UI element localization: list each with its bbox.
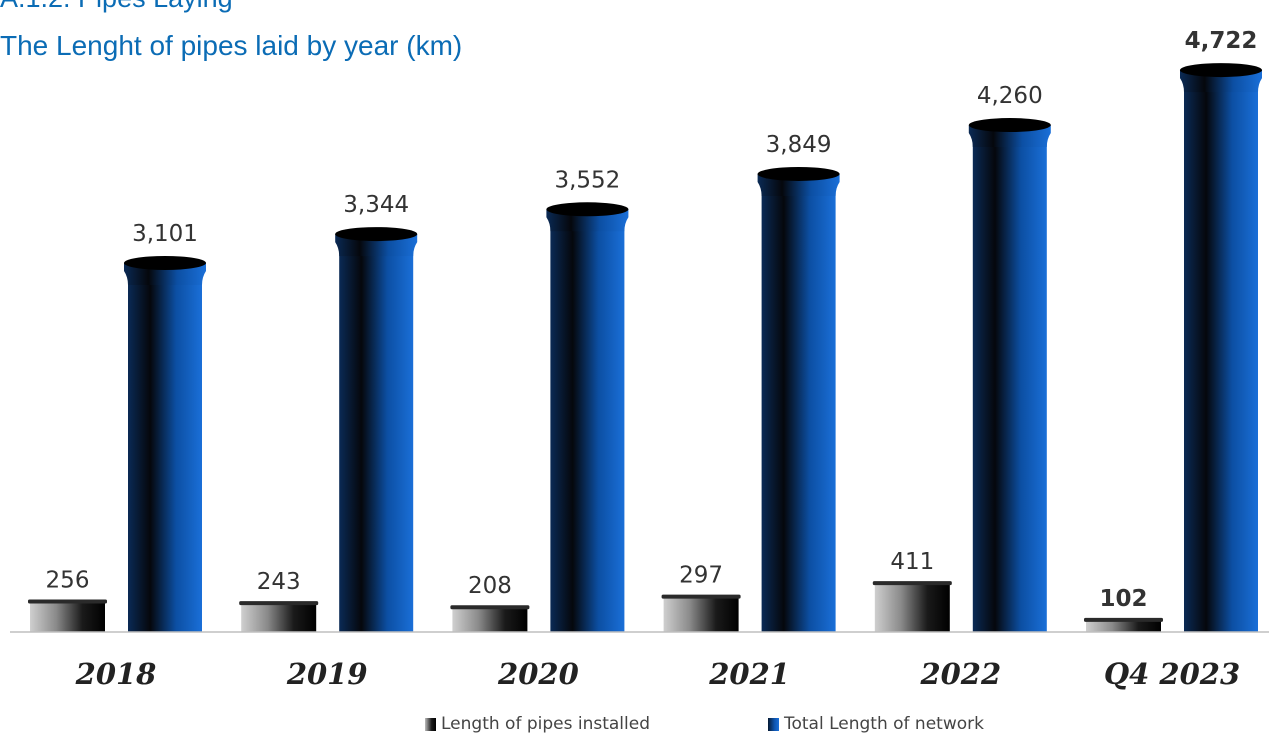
- bar-total-cap: [124, 255, 206, 270]
- category-label-2021: 2021: [708, 657, 790, 691]
- value-label-total: 3,101: [132, 221, 198, 247]
- category-label-2020: 2020: [497, 657, 579, 691]
- value-label-installed: 256: [46, 568, 90, 594]
- bar-installed-q4-2023: [1086, 619, 1161, 632]
- value-label-total: 3,552: [554, 167, 620, 193]
- bar-total-cap: [968, 118, 1051, 133]
- bar-installed-2022: [874, 583, 950, 632]
- category-label-2019: 2019: [286, 657, 368, 691]
- bar-total-2019: [339, 248, 414, 632]
- plot-area: 256 3,101 2018 243 3,344 2019 208 3,552 2020 297 3…: [28, 28, 1262, 691]
- value-label-installed: 411: [890, 549, 934, 575]
- bar-installed-2018: [30, 601, 105, 632]
- bar-total-2022: [972, 139, 1047, 632]
- legend-item-installed: Length of pipes installed: [425, 714, 650, 734]
- value-label-total: 4,722: [1185, 28, 1258, 54]
- bar-total-2020: [550, 223, 625, 632]
- value-label-total: 3,344: [343, 192, 409, 218]
- category-label-2022: 2022: [919, 657, 1001, 691]
- bar-total-2018: [128, 276, 202, 632]
- bar-installed-2019: [241, 603, 317, 632]
- legend-label-total: Total Length of network: [784, 714, 984, 734]
- category-label-q4-2023: Q4 2023: [1104, 657, 1240, 691]
- bar-total-q4-2023: [1184, 84, 1258, 632]
- value-label-installed: 297: [679, 563, 723, 589]
- bar-total-cap: [757, 166, 840, 181]
- bar-installed-2021: [663, 596, 739, 632]
- value-label-total: 4,260: [977, 83, 1043, 109]
- bar-total-cap: [1180, 63, 1262, 78]
- category-label-2018: 2018: [75, 657, 157, 691]
- bar-installed-rim: [239, 601, 319, 606]
- bar-total-2021: [761, 187, 836, 632]
- bar-total-cap: [546, 202, 629, 217]
- bar-installed-rim: [661, 594, 741, 599]
- value-label-installed: 102: [1099, 586, 1147, 612]
- bar-total-cap: [335, 227, 418, 242]
- bar-installed-rim: [872, 581, 952, 586]
- bar-installed-rim: [1084, 617, 1163, 622]
- value-label-installed: 208: [468, 573, 512, 599]
- legend-swatch-installed: [425, 717, 436, 731]
- value-label-total: 3,849: [766, 132, 832, 158]
- bar-installed-rim: [28, 599, 107, 604]
- section-heading: A.1.2. Pipes Laying: [0, 0, 233, 14]
- legend-swatch-total: [768, 717, 779, 731]
- chart-title: The Lenght of pipes laid by year (km): [0, 30, 463, 61]
- legend-label-installed: Length of pipes installed: [441, 714, 650, 734]
- legend-item-total: Total Length of network: [768, 714, 984, 734]
- bar-installed-rim: [450, 605, 530, 610]
- bar-installed-2020: [452, 607, 528, 632]
- legend: Length of pipes installed Total Length o…: [0, 714, 1269, 738]
- value-label-installed: 243: [257, 569, 301, 595]
